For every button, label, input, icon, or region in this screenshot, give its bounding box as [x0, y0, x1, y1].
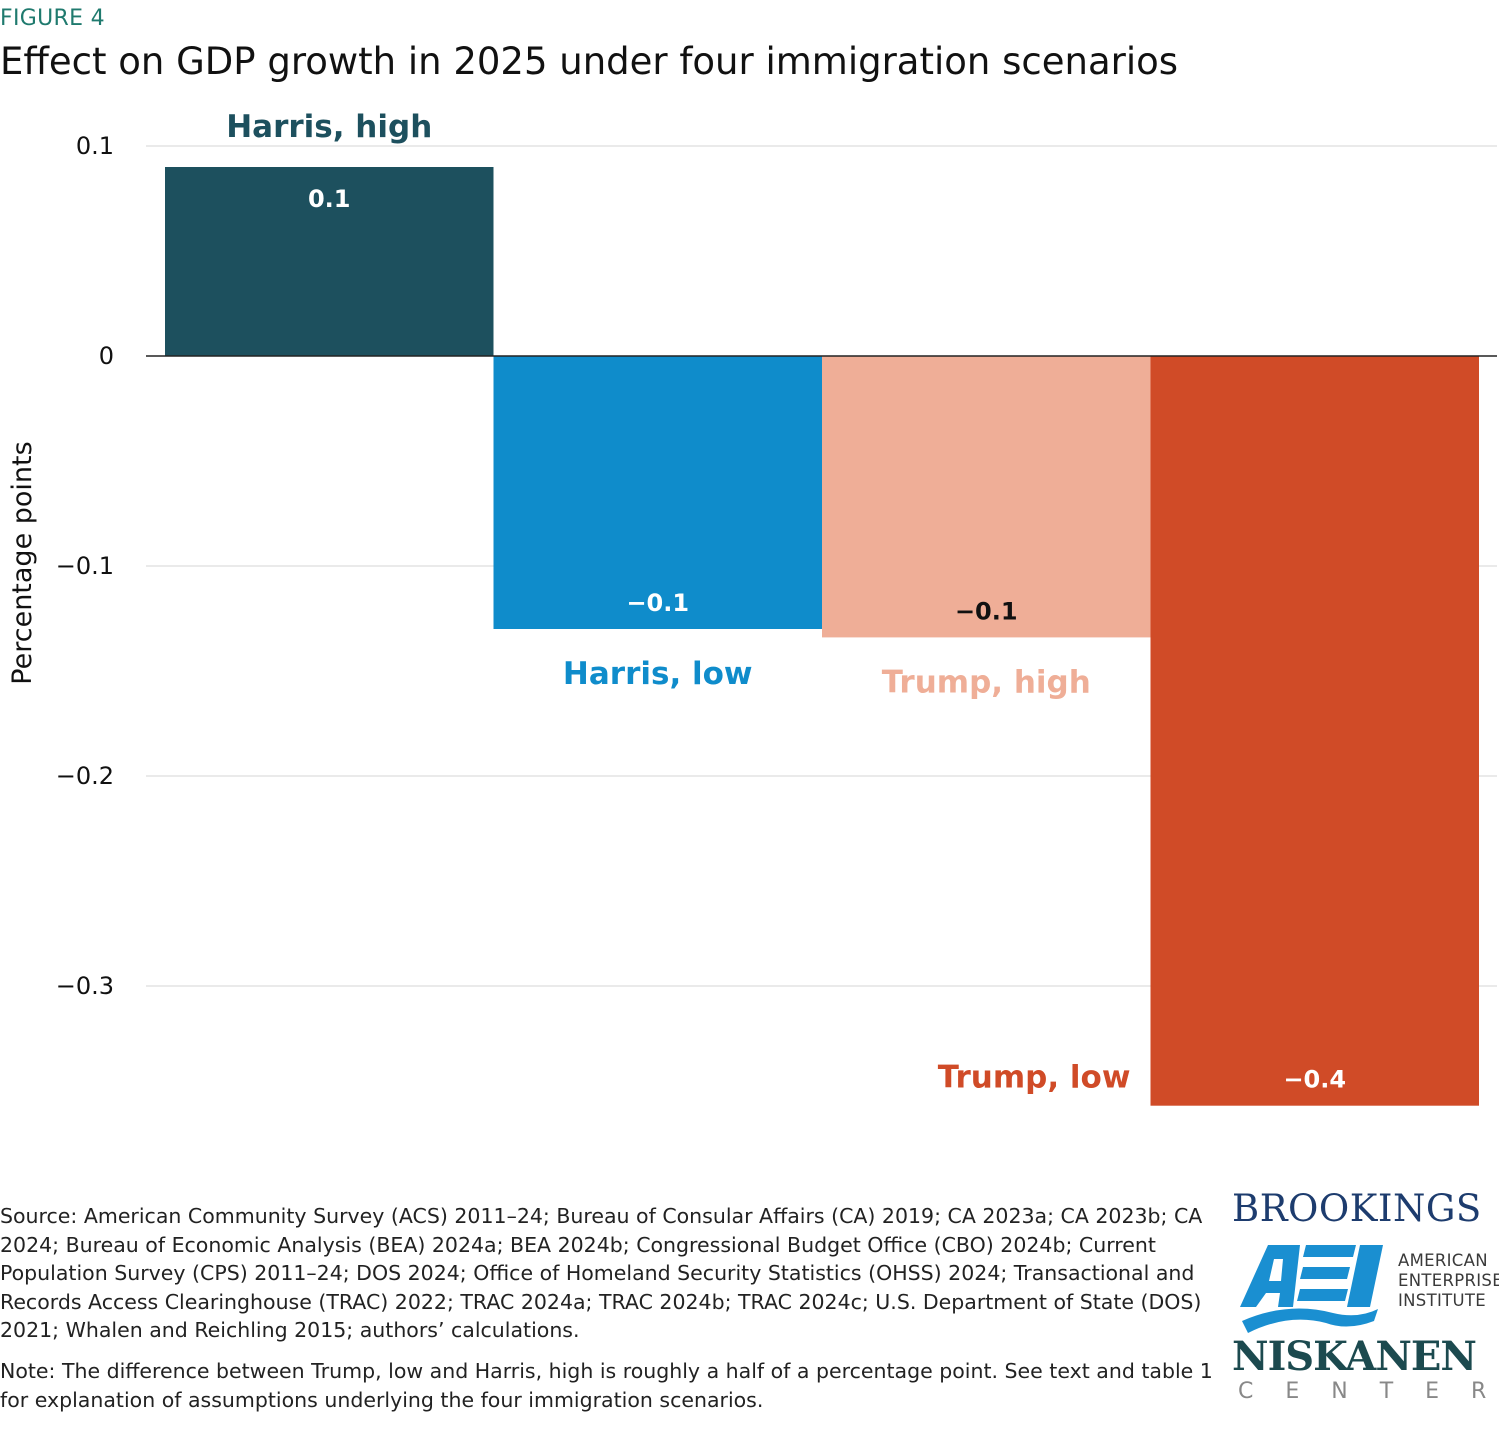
- aei-line-2: ENTERPRISE: [1398, 1271, 1499, 1290]
- logos: BROOKINGS AMERICAN ENTERPRISE INSTITUTE …: [1232, 1185, 1499, 1405]
- y-tick-label: 0: [99, 342, 114, 370]
- footer: Source: American Community Survey (ACS) …: [0, 1202, 1215, 1426]
- y-axis-ticks: 0.1 0 −0.1 −0.2 −0.3: [56, 132, 114, 1000]
- bar-value-label: −0.1: [955, 597, 1018, 625]
- category-label: Trump, low: [938, 1060, 1131, 1096]
- category-label: Trump, high: [882, 664, 1091, 700]
- category-label: Harris, high: [226, 109, 432, 145]
- note: Note: The difference between Trump, low …: [0, 1358, 1213, 1412]
- y-axis-label: Percentage points: [7, 441, 38, 684]
- bar: [822, 356, 1151, 638]
- y-tick-label: −0.3: [56, 972, 114, 1000]
- aei-line-3: INSTITUTE: [1398, 1291, 1486, 1310]
- niskanen-center-subtitle: CENTER: [1238, 1379, 1499, 1404]
- source-note: Source: American Community Survey (ACS) …: [0, 1204, 1203, 1343]
- aei-mark-icon: [1240, 1245, 1383, 1333]
- bar: [1150, 356, 1479, 1106]
- chart-title: Effect on GDP growth in 2025 under four …: [0, 40, 1179, 83]
- aei-wordmark: AMERICAN ENTERPRISE INSTITUTE: [1398, 1251, 1499, 1311]
- aei-logo: AMERICAN ENTERPRISE INSTITUTE: [1232, 1241, 1499, 1333]
- bar-chart: 0.1 0 −0.1 −0.2 −0.3 Percentage points 0.1 Ha…: [7, 109, 1497, 1106]
- bar: [165, 167, 494, 356]
- niskanen-logo: NISKANEN: [1232, 1333, 1477, 1380]
- figure-label: FIGURE 4: [0, 6, 105, 31]
- bar-value-label: −0.1: [626, 589, 689, 617]
- brookings-logo: BROOKINGS: [1232, 1187, 1482, 1230]
- bars: [165, 167, 1479, 1106]
- category-label: Harris, low: [563, 656, 753, 692]
- bar-value-label: −0.4: [1283, 1066, 1346, 1094]
- y-tick-label: −0.2: [56, 762, 114, 790]
- bar-value-label: 0.1: [308, 185, 351, 213]
- aei-line-1: AMERICAN: [1398, 1251, 1488, 1270]
- y-tick-label: −0.1: [56, 552, 114, 580]
- y-tick-label: 0.1: [76, 132, 114, 160]
- data-labels: 0.1 Harris, high −0.1 Harris, low −0.1 Trump,…: [226, 109, 1346, 1096]
- bar: [493, 356, 822, 629]
